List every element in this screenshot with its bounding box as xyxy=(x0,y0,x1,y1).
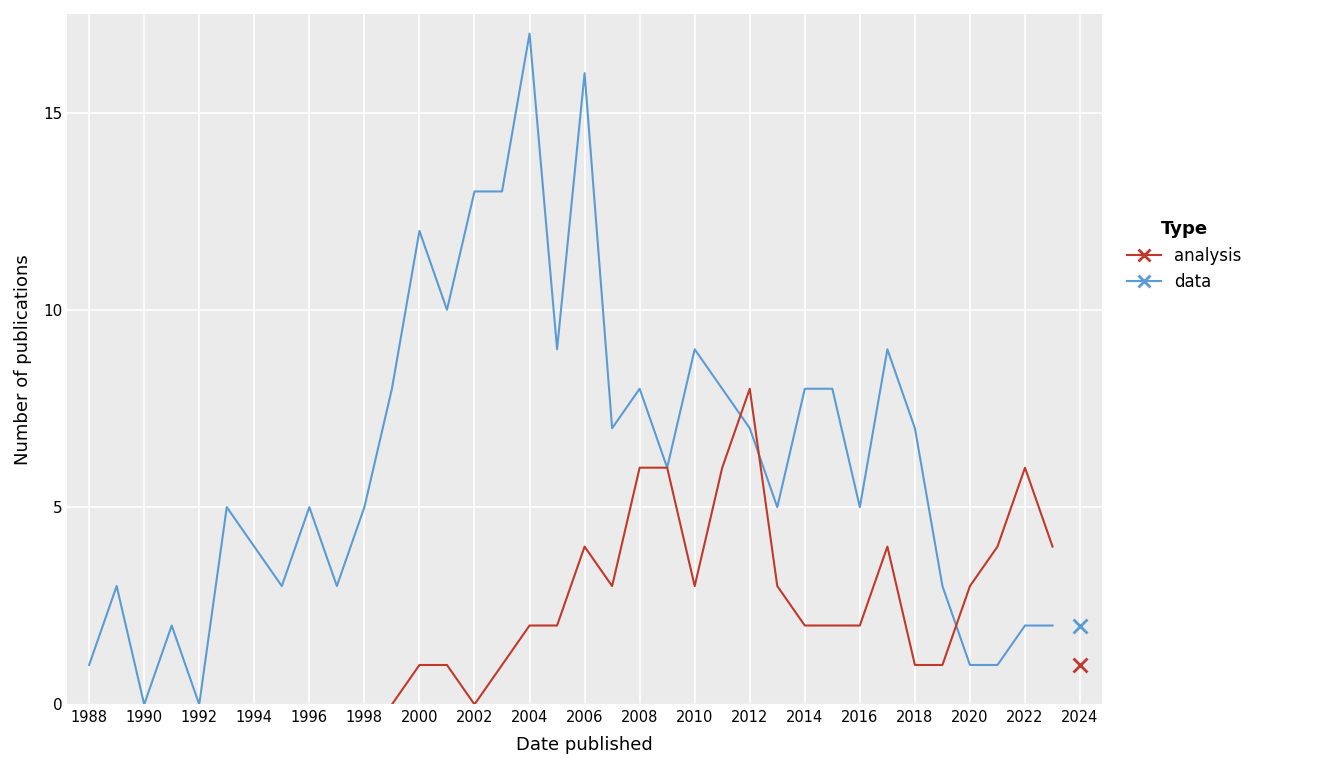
Y-axis label: Number of publications: Number of publications xyxy=(13,253,32,465)
Legend: analysis, data: analysis, data xyxy=(1121,214,1249,297)
X-axis label: Date published: Date published xyxy=(516,736,653,754)
